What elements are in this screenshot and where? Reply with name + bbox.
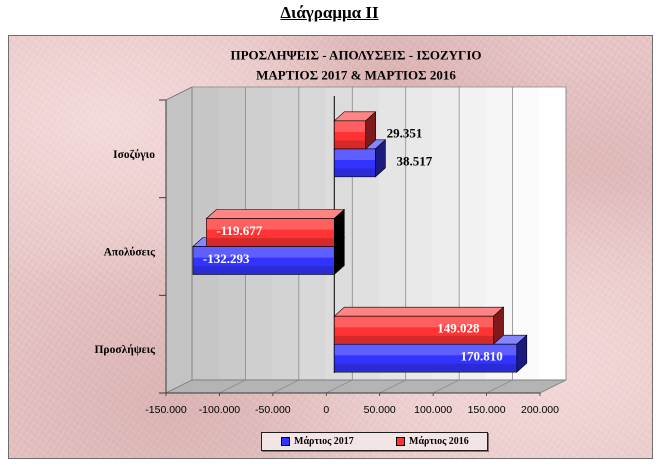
bar-highlight bbox=[334, 316, 494, 328]
chart-subtitle: ΜΑΡΤΙΟΣ 2017 & ΜΑΡΤΙΟΣ 2016 bbox=[256, 68, 456, 83]
floor-gridline bbox=[486, 379, 513, 394]
bar bbox=[333, 315, 494, 345]
legend-item: Μάρτιος 2017 bbox=[281, 433, 354, 450]
bars: 170.810 149.028 -132.293 -119.677 38.517 29.3… bbox=[192, 111, 528, 373]
legend-marker bbox=[396, 437, 405, 446]
bar-shadow bbox=[334, 168, 375, 177]
tick-label: 100.000 bbox=[414, 404, 452, 416]
data-label: 38.517 bbox=[396, 153, 432, 168]
plot-area: -150.000 -100.000 -50.000 0 50.000 100.000 150… bbox=[94, 86, 567, 416]
floor-gridline bbox=[379, 379, 406, 394]
tick-label: 50.000 bbox=[364, 404, 396, 416]
tick-label: -100.000 bbox=[199, 404, 241, 416]
back-wall-shade bbox=[539, 87, 566, 380]
floor-gridline bbox=[219, 379, 246, 394]
bar-group: 149.028 bbox=[333, 306, 505, 345]
bar-top-face bbox=[205, 209, 346, 219]
bar-shadow bbox=[334, 140, 366, 149]
tick-label: 200.000 bbox=[521, 404, 559, 416]
legend: Μάρτιος 2017 Μάρτιος 2016 bbox=[261, 432, 488, 451]
bar bbox=[206, 218, 335, 247]
tick-label: -150.000 bbox=[145, 404, 187, 416]
floor-gridline bbox=[432, 379, 460, 394]
legend-marker bbox=[281, 437, 290, 446]
floor-gridline bbox=[272, 379, 300, 394]
data-label: -132.293 bbox=[203, 251, 250, 266]
floor-gridline bbox=[165, 379, 193, 394]
tick-label: 150.000 bbox=[468, 404, 506, 416]
bar-highlight bbox=[206, 219, 334, 230]
category-label: Ισοζύγιο bbox=[113, 148, 155, 161]
bar bbox=[333, 120, 366, 150]
legend-label: Μάρτιος 2017 bbox=[294, 436, 354, 447]
tick-label: -50.000 bbox=[255, 404, 291, 416]
bar bbox=[333, 343, 518, 373]
bar-highlight bbox=[334, 149, 375, 160]
bar-shadow bbox=[334, 363, 517, 372]
data-label: 149.028 bbox=[437, 321, 480, 336]
bar-highlight bbox=[334, 344, 517, 356]
category-label: Προσλήψεις bbox=[94, 344, 155, 356]
data-label: 29.351 bbox=[387, 125, 423, 140]
data-label: -119.677 bbox=[216, 223, 262, 238]
bar-highlight bbox=[334, 121, 366, 132]
chart-title: ΠΡΟΣΛΗΨΕΙΣ - ΑΠΟΛΥΣΕΙΣ - ΙΣΟΖΥΓΙΟ bbox=[230, 48, 481, 63]
category-label: Απολύσεις bbox=[104, 246, 156, 259]
bar-highlight bbox=[193, 247, 334, 258]
floor-gridline bbox=[539, 379, 567, 394]
bar-top-face bbox=[333, 306, 505, 317]
legend-label: Μάρτιος 2016 bbox=[409, 436, 469, 447]
bar-group: -119.677 bbox=[205, 208, 346, 248]
data-label: 170.810 bbox=[461, 349, 503, 364]
bar-shadow bbox=[334, 335, 494, 344]
tick-label: 0 bbox=[323, 404, 329, 416]
bar bbox=[192, 246, 335, 275]
legend-item: Μάρτιος 2016 bbox=[396, 433, 469, 450]
page-heading: Διάγραμμα ΙΙ bbox=[280, 3, 379, 22]
floor-gridline bbox=[326, 379, 353, 394]
bar-shadow bbox=[193, 266, 334, 274]
bar-group: 29.351 bbox=[333, 111, 423, 150]
back-wall-shade bbox=[512, 87, 540, 380]
bar-shadow bbox=[206, 238, 334, 246]
floor bbox=[165, 379, 567, 394]
left-wall bbox=[165, 86, 193, 394]
